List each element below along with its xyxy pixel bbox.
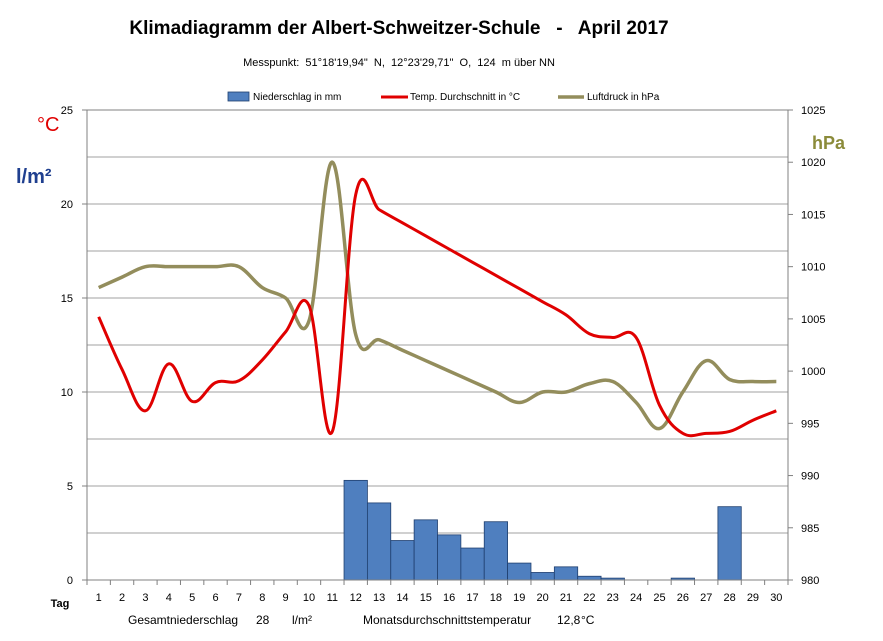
right-axis-unit: hPa: [812, 133, 846, 153]
legend-swatch-precip: [227, 91, 250, 102]
precip-bar: [553, 566, 579, 581]
x-tick-label: 4: [166, 592, 172, 604]
right-tick-label: 1020: [801, 157, 825, 169]
precip-bars: [343, 479, 742, 581]
legend-label-precip: Niederschlag in mm: [253, 92, 341, 103]
precip-bar: [343, 479, 368, 581]
footer-avg-label: Monatsdurchschnittstemperatur: [363, 613, 531, 627]
precip-bar: [717, 506, 742, 581]
legend-label-temp: Temp. Durchschnitt in °C: [410, 92, 520, 103]
x-tick-label: 30: [770, 592, 782, 604]
left-axis-unit-precip: l/m²: [16, 166, 52, 188]
right-tick-label: 1015: [801, 209, 825, 221]
x-tick-label: 15: [420, 592, 432, 604]
right-tick-label: 1010: [801, 262, 825, 274]
right-tick-label: 980: [801, 575, 819, 587]
x-tick-label: 13: [373, 592, 385, 604]
x-axis-label: Tag: [51, 598, 70, 610]
legend: Niederschlag in mm Temp. Durchschnitt in …: [227, 91, 660, 103]
x-tick-label: 27: [700, 592, 712, 604]
precip-bar: [460, 547, 485, 581]
x-tick-label: 6: [212, 592, 218, 604]
axes: 1 2 3 4 5 6 7 8 9 10 11 12 13 14 15 16 17 18 19 20 21 22 23 24 2…: [61, 105, 826, 604]
x-tick-label: 22: [583, 592, 595, 604]
x-tick-label: 23: [607, 592, 619, 604]
left-tick-label: 0: [67, 575, 73, 587]
left-tick-label: 5: [67, 481, 73, 493]
series-lines: [97, 160, 777, 438]
x-tick-label: 20: [537, 592, 549, 604]
pressure-line: [97, 160, 777, 431]
footer-total-unit: l/m²: [292, 613, 312, 627]
precip-bar: [507, 562, 532, 581]
x-tick-label: 2: [119, 592, 125, 604]
x-tick-label: 17: [466, 592, 478, 604]
precip-bar: [390, 540, 415, 581]
x-tick-label: 29: [747, 592, 759, 604]
right-tick-label: 985: [801, 523, 819, 535]
left-tick-label: 10: [61, 387, 73, 399]
grid-lines: [87, 109, 788, 581]
x-tick-label: 3: [142, 592, 148, 604]
precip-bar: [577, 575, 602, 581]
x-tick-label: 12: [350, 592, 362, 604]
left-axis-unit-temp: °C: [37, 114, 59, 136]
x-tick-label: 7: [236, 592, 242, 604]
right-tick-label: 1005: [801, 314, 825, 326]
x-tick-label: 8: [259, 592, 265, 604]
precip-bar: [483, 521, 509, 581]
x-tick-label: 24: [630, 592, 642, 604]
right-tick-label: 1025: [801, 105, 825, 117]
precip-bar: [366, 502, 392, 581]
precip-bar: [530, 572, 555, 581]
chart-title: Klimadiagramm der Albert-Schweitzer-Schu…: [129, 18, 668, 39]
x-tick-label: 14: [396, 592, 408, 604]
x-tick-label: 21: [560, 592, 572, 604]
x-tick-label: 19: [513, 592, 525, 604]
x-tick-label: 25: [653, 592, 665, 604]
x-tick-label: 18: [490, 592, 502, 604]
precip-bar: [437, 534, 462, 581]
left-tick-label: 15: [61, 293, 73, 305]
x-tick-label: 9: [283, 592, 289, 604]
right-tick-label: 995: [801, 418, 819, 430]
x-tick-label: 26: [677, 592, 689, 604]
legend-label-pressure: Luftdruck in hPa: [587, 92, 660, 103]
x-tick-label: 16: [443, 592, 455, 604]
left-tick-label: 25: [61, 105, 73, 117]
chart-subtitle: Messpunkt: 51°18'19,94" N, 12°23'29,71" …: [243, 57, 555, 69]
right-tick-label: 990: [801, 471, 819, 483]
x-tick-label: 5: [189, 592, 195, 604]
temperature-line: [97, 177, 777, 438]
x-tick-label: 28: [723, 592, 735, 604]
footer-total-label: Gesamtniederschlag: [128, 613, 238, 627]
footer-avg-unit: °C: [581, 613, 595, 627]
left-tick-label: 20: [61, 199, 73, 211]
right-tick-label: 1000: [801, 366, 825, 378]
x-tick-label: 11: [327, 592, 338, 604]
x-tick-label: 1: [96, 592, 102, 604]
x-tick-label: 10: [303, 592, 315, 604]
footer-avg-value: 12,8: [557, 613, 581, 627]
footer-total-value: 28: [256, 613, 270, 627]
precip-bar: [413, 519, 438, 581]
